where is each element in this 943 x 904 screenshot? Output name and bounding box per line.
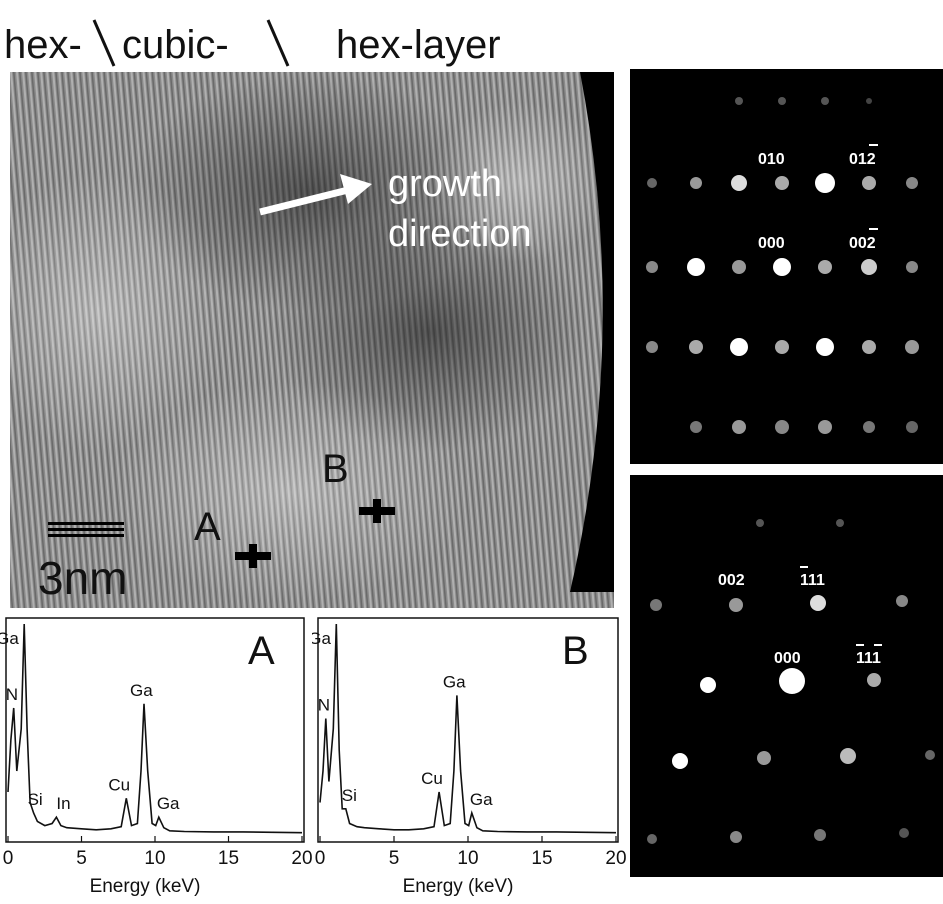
peak-label: Ga: [312, 629, 332, 648]
hex-left-label: hex-: [4, 23, 82, 67]
peak-label: Ga: [130, 681, 153, 700]
x-tick-label: 20: [291, 848, 312, 869]
growth-arrow: [259, 186, 349, 216]
diffraction-spots: [646, 97, 919, 434]
diffraction-spots: [647, 519, 935, 844]
spectrum-line: [7, 623, 303, 834]
x-axis-label: Energy (keV): [403, 876, 514, 897]
saed-label-01-2bar: 012: [849, 151, 876, 168]
saed-label-000: 000: [758, 235, 785, 252]
spectrum-line: [319, 623, 617, 834]
panel-label: A: [248, 629, 275, 673]
panel-label: B: [562, 629, 589, 673]
peak-label: Cu: [108, 775, 130, 794]
x-tick-label: 0: [315, 848, 326, 869]
scale-bar: [48, 522, 124, 537]
x-tick-label: 10: [144, 848, 165, 869]
aperture-edge: [570, 72, 614, 592]
growth-label: growth: [388, 163, 502, 205]
saed-label-00-2bar: 002: [849, 235, 876, 252]
hex-layer-label: hex-layer: [336, 23, 501, 67]
peak-label: Ga: [157, 794, 180, 813]
peak-label: Cu: [421, 769, 443, 788]
saed-pattern-hex: 010 012 000 002: [630, 69, 943, 464]
interface-line-2: [266, 19, 290, 67]
peak-label: N: [318, 696, 330, 715]
growth-arrowhead: [340, 174, 372, 204]
layer-labels: hex- cubic- hex-layer: [4, 19, 501, 67]
saed-label-010: 010: [758, 151, 785, 168]
peak-label: Si: [28, 790, 43, 809]
x-tick-label: 15: [218, 848, 239, 869]
direction-label: direction: [388, 213, 532, 255]
x-tick-label: 5: [76, 848, 87, 869]
saed-label-bar1-1-bar1: 111: [856, 650, 881, 667]
scale-bar-label: 3nm: [38, 552, 127, 604]
point-b-label: B: [322, 447, 349, 491]
saed-label-bar1-11: 111: [800, 572, 825, 589]
peak-label: Ga: [470, 790, 493, 809]
x-tick-label: 0: [3, 848, 14, 869]
saed-label-002: 002: [718, 572, 745, 589]
interface-line-1: [92, 19, 116, 67]
peak-label: N: [6, 685, 18, 704]
eds-spectrum-a: A N Ga Si In Cu Ga Ga 0 5 10 15 20 Energy (keV): [0, 612, 312, 904]
point-b-marker: [359, 499, 395, 523]
x-tick-label: 5: [389, 848, 400, 869]
peak-label: In: [56, 794, 70, 813]
point-a-marker: [235, 544, 271, 568]
cubic-label: cubic-: [122, 23, 229, 67]
saed-label-000: 000: [774, 650, 801, 667]
peak-label: Si: [342, 786, 357, 805]
eds-spectrum-b: B N Ga Si Cu Ga Ga 0 5 10 15 20 Energy (keV): [312, 612, 628, 904]
x-tick-label: 15: [531, 848, 552, 869]
x-axis-label: Energy (keV): [90, 876, 201, 897]
x-tick-label: 20: [605, 848, 626, 869]
x-tick-label: 10: [457, 848, 478, 869]
point-a-label: A: [194, 505, 221, 549]
peak-label: Ga: [0, 629, 19, 648]
saed-pattern-cubic: 002 111 000 111: [630, 475, 943, 877]
hrtem-image: growth direction 3nm A B: [10, 72, 614, 608]
peak-label: Ga: [443, 672, 466, 691]
